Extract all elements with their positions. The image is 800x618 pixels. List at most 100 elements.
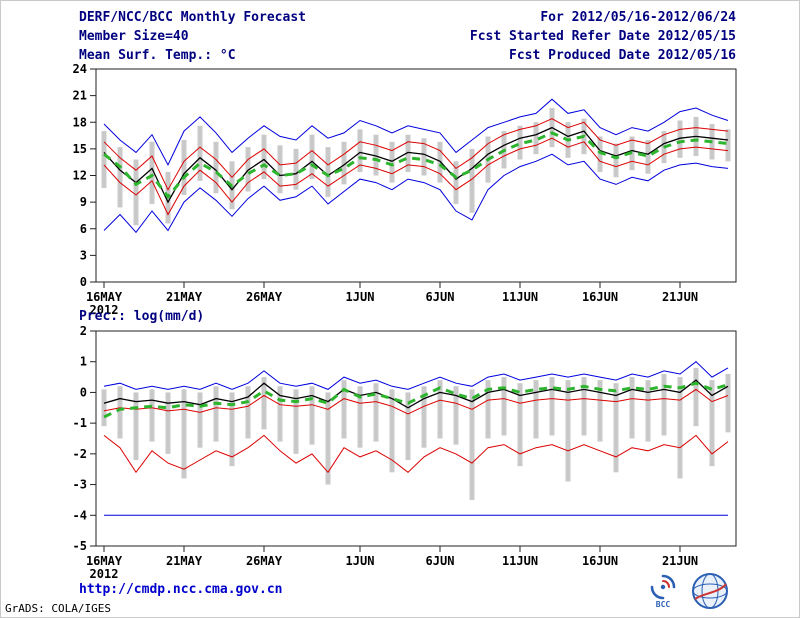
- ensemble-spread-bar: [341, 141, 347, 185]
- y-tick-label: 24: [73, 62, 87, 76]
- ensemble-spread-bar: [645, 140, 651, 174]
- x-tick-label: 16JUN: [582, 554, 618, 568]
- climatology-line: [103, 131, 729, 200]
- fcst-produced-label: Fcst Produced Date 2012/05/16: [509, 48, 736, 63]
- y-tick-label: -4: [73, 508, 87, 522]
- ensemble-spread-bar: [277, 145, 283, 194]
- ensemble-spread-bar: [293, 389, 299, 454]
- ensemble-spread-bar: [357, 129, 363, 172]
- ensemble-spread-bar: [517, 383, 523, 467]
- ensemble-spread-bar: [677, 377, 683, 479]
- ensemble-spread-bar: [533, 380, 539, 439]
- ensemble-spread-bar: [581, 377, 587, 436]
- lower-quartile-line: [103, 137, 729, 216]
- y-tick-label: 6: [80, 222, 87, 236]
- y-tick-label: -2: [73, 447, 87, 461]
- ensemble-spread-bar: [261, 134, 267, 180]
- ensemble-spread-bar: [389, 389, 395, 473]
- ensemble-spread-bar: [677, 120, 683, 158]
- ensemble-spread-bar: [597, 136, 603, 172]
- ensemble-spread-bar: [181, 389, 187, 479]
- ensemble-spread-bar: [485, 380, 491, 439]
- ensemble-spread-bar: [373, 134, 379, 176]
- ensemble-spread-bar: [149, 141, 155, 204]
- ensemble-spread-bar: [725, 129, 731, 162]
- upper-quartile-line: [103, 388, 729, 415]
- ensemble-spread-bar: [181, 140, 187, 196]
- ensemble-spread-bar: [405, 392, 411, 460]
- member-size-label: Member Size=40: [79, 29, 189, 44]
- ensemble-spread-bar: [517, 125, 523, 160]
- bcc-logo-icon: [650, 574, 676, 600]
- ensemble-spread-bar: [261, 377, 267, 430]
- ensemble-spread-bar: [277, 386, 283, 442]
- y-tick-label: 9: [80, 195, 87, 209]
- ensemble-spread-bar: [213, 141, 219, 194]
- ensemble-spread-bar: [213, 386, 219, 442]
- ensemble-spread-bar: [245, 386, 251, 439]
- plot-frame: [95, 68, 737, 283]
- ensemble-spread-bar: [421, 138, 427, 176]
- x-tick-label: 21MAY: [166, 554, 203, 568]
- ensemble-spread-bar: [565, 380, 571, 482]
- x-tick-label: 11JUN: [502, 554, 538, 568]
- y-tick-label: 12: [73, 169, 87, 183]
- ensemble-min-line: [103, 153, 729, 234]
- ensemble-spread-bar: [325, 147, 331, 197]
- ensemble-spread-bar: [693, 367, 699, 427]
- x-tick-label: 21JUN: [662, 554, 698, 568]
- y-tick-label: -5: [73, 539, 87, 553]
- ensemble-spread-bar: [629, 377, 635, 439]
- y-tick-label: 3: [80, 248, 87, 262]
- ensemble-spread-bar: [245, 147, 251, 192]
- ensemble-spread-bar: [613, 143, 619, 178]
- ensemble-spread-bar: [197, 392, 203, 448]
- ensemble-spread-bar: [549, 377, 555, 436]
- ensemble-spread-bar: [661, 374, 667, 436]
- ensemble-spread-bar: [293, 148, 299, 190]
- x-tick-label: 6JUN: [426, 554, 455, 568]
- x-tick-label: 21JUN: [662, 290, 698, 304]
- upper-quartile-line: [103, 118, 729, 191]
- ensemble-spread-bar: [309, 134, 315, 180]
- y-tick-label: 18: [73, 115, 87, 129]
- ensemble-spread-bar: [101, 131, 107, 188]
- y-tick-label: -3: [73, 478, 87, 492]
- website-link[interactable]: http://cmdp.ncc.cma.gov.cn: [79, 582, 283, 597]
- ensemble-spread-bar: [309, 386, 315, 445]
- y-tick-label: 2: [80, 324, 87, 338]
- plot-frame: [95, 330, 737, 547]
- ensemble-spread-bar: [613, 383, 619, 473]
- ensemble-mean-line: [103, 126, 729, 204]
- ensemble-spread-bar: [229, 392, 235, 467]
- ensemble-max-line: [103, 361, 729, 390]
- ensemble-spread-bar: [469, 148, 475, 213]
- ensemble-spread-bar: [501, 377, 507, 436]
- y-tick-label: 0: [80, 275, 87, 289]
- x-tick-label: 26MAY: [246, 554, 283, 568]
- ensemble-spread-bar: [725, 374, 731, 433]
- x-tick-year-label: 2012: [90, 567, 119, 581]
- ensemble-spread-bar: [117, 147, 123, 208]
- x-tick-label: 21MAY: [166, 290, 203, 304]
- grads-credit: GrADS: COLA/IGES: [5, 602, 111, 615]
- lower-quartile-line: [103, 434, 729, 474]
- ensemble-spread-bar: [149, 389, 155, 442]
- ensemble-spread-bar: [133, 392, 139, 460]
- x-tick-label: 16MAY: [86, 290, 123, 304]
- ensemble-spread-bar: [373, 383, 379, 442]
- y-tick-label: -1: [73, 416, 87, 430]
- ensemble-spread-bar: [341, 380, 347, 439]
- nmc-logo-icon: [692, 573, 728, 609]
- y-tick-label: 0: [80, 385, 87, 399]
- x-tick-label: 16MAY: [86, 554, 123, 568]
- fcst-started-label: Fcst Started Refer Date 2012/05/15: [469, 29, 736, 44]
- ensemble-spread-bar: [645, 380, 651, 442]
- ensemble-spread-bar: [533, 122, 539, 155]
- x-tick-label: 11JUN: [502, 290, 538, 304]
- ensemble-spread-bar: [133, 159, 139, 226]
- precip-panel-title: Prec.: log(mm/d): [79, 309, 205, 324]
- ensemble-spread-bar: [597, 380, 603, 442]
- bcc-logo-label: BCC: [655, 600, 671, 609]
